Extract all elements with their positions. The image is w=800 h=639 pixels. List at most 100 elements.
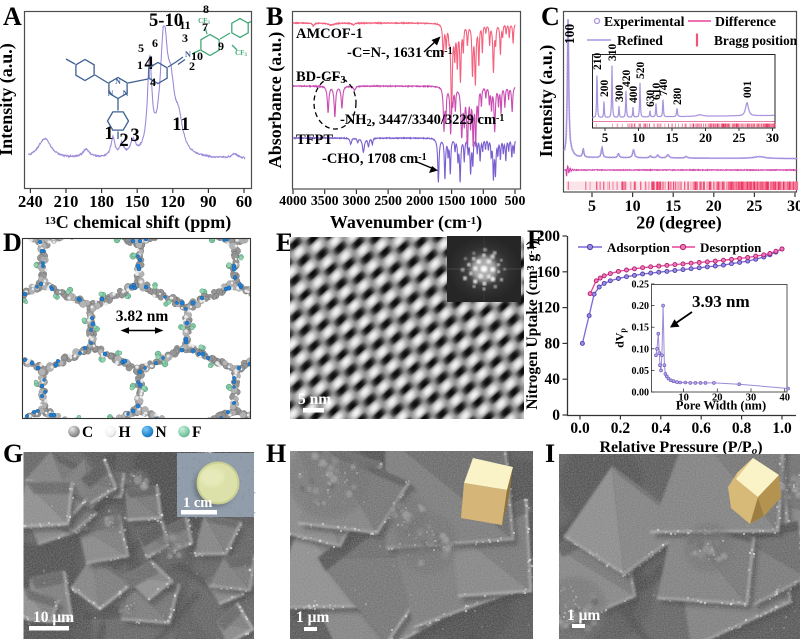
svg-text:90: 90 — [200, 192, 217, 211]
svg-text:H: H — [119, 424, 131, 441]
svg-text:F: F — [192, 424, 201, 441]
svg-text:630: 630 — [645, 90, 657, 108]
svg-text:-NH2, 3447/3340/3229 cm-1: -NH2, 3447/3340/3229 cm-1 — [340, 112, 504, 129]
svg-text:240: 240 — [18, 192, 43, 211]
svg-text:610: 610 — [651, 83, 663, 101]
svg-text:0.2: 0.2 — [611, 420, 631, 437]
svg-text:7: 7 — [202, 20, 208, 34]
svg-text:-CHO, 1708 cm-1: -CHO, 1708 cm-1 — [322, 151, 427, 167]
svg-text:dVp: dVp — [613, 328, 628, 348]
svg-text:0.10: 0.10 — [632, 344, 650, 355]
svg-text:0.00: 0.00 — [632, 388, 650, 399]
svg-text:N: N — [185, 49, 192, 59]
svg-text:40: 40 — [545, 371, 561, 388]
svg-text:3: 3 — [130, 126, 139, 146]
svg-text:200: 200 — [599, 80, 611, 98]
svg-text:2000: 2000 — [406, 193, 434, 208]
svg-text:2θ (degree): 2θ (degree) — [636, 213, 721, 234]
svg-text:Wavenumber (cm-1): Wavenumber (cm-1) — [330, 212, 482, 233]
svg-text:1 μm: 1 μm — [567, 607, 600, 624]
svg-text:280: 280 — [672, 88, 684, 106]
svg-text:420: 420 — [621, 70, 633, 88]
svg-text:Refined: Refined — [617, 33, 663, 48]
svg-text:G: G — [3, 439, 23, 468]
svg-text:210: 210 — [592, 53, 604, 71]
svg-text:400: 400 — [628, 86, 640, 104]
svg-text:11: 11 — [179, 18, 190, 32]
svg-text:CF3: CF3 — [198, 17, 210, 26]
svg-text:5: 5 — [588, 198, 596, 215]
svg-text:1: 1 — [104, 124, 113, 144]
svg-text:10: 10 — [678, 393, 689, 404]
svg-text:F: F — [527, 225, 543, 254]
svg-text:500: 500 — [505, 193, 526, 208]
svg-text:1500: 1500 — [438, 193, 466, 208]
svg-text:0.05: 0.05 — [632, 366, 650, 377]
svg-text:200: 200 — [537, 228, 561, 245]
svg-text:0.15: 0.15 — [632, 323, 650, 334]
svg-text:3: 3 — [182, 31, 188, 45]
svg-text:0.8: 0.8 — [732, 420, 752, 437]
svg-text:I: I — [545, 439, 555, 468]
svg-text:1000: 1000 — [469, 193, 497, 208]
svg-text:40: 40 — [779, 393, 790, 404]
svg-text:8: 8 — [203, 2, 209, 16]
svg-text:520: 520 — [635, 62, 647, 80]
svg-text:10 μm: 10 μm — [33, 609, 74, 626]
svg-text:4: 4 — [150, 75, 156, 89]
svg-text:5: 5 — [602, 130, 609, 145]
svg-text:0.25: 0.25 — [632, 280, 650, 291]
svg-text:1 cm: 1 cm — [183, 495, 212, 511]
svg-text:13C chemical shift (ppm): 13C chemical shift (ppm) — [45, 212, 231, 233]
svg-text:D: D — [3, 228, 22, 257]
svg-text:30: 30 — [746, 393, 757, 404]
svg-text:C: C — [82, 424, 93, 441]
svg-text:TFPT: TFPT — [296, 132, 333, 148]
svg-text:0.4: 0.4 — [651, 420, 671, 437]
svg-text:A: A — [3, 2, 22, 31]
svg-text:B: B — [266, 2, 283, 31]
svg-text:C: C — [541, 2, 560, 31]
svg-text:1.0: 1.0 — [772, 420, 792, 437]
svg-text:180: 180 — [89, 192, 114, 211]
svg-text:3.93 nm: 3.93 nm — [692, 292, 750, 311]
svg-text:210: 210 — [54, 192, 79, 211]
svg-text:300: 300 — [614, 85, 626, 103]
svg-text:4000: 4000 — [279, 193, 307, 208]
svg-text:25: 25 — [733, 130, 747, 145]
svg-text:0.6: 0.6 — [692, 420, 712, 437]
svg-text:310: 310 — [607, 44, 619, 62]
svg-text:150: 150 — [125, 192, 150, 211]
svg-text:0.20: 0.20 — [632, 301, 650, 312]
svg-text:3.82 nm: 3.82 nm — [116, 308, 169, 325]
svg-text:Difference: Difference — [715, 14, 776, 29]
svg-text:Absorbance (a.u.): Absorbance (a.u.) — [265, 32, 286, 169]
svg-text:160: 160 — [537, 264, 561, 281]
svg-text:N: N — [156, 424, 167, 441]
svg-text:5 nm: 5 nm — [298, 391, 331, 408]
svg-text:120: 120 — [537, 300, 561, 317]
svg-text:Intensity (a.u.): Intensity (a.u.) — [536, 45, 557, 158]
svg-text:9: 9 — [218, 39, 224, 53]
svg-text:6: 6 — [152, 36, 158, 50]
svg-text:N: N — [123, 89, 129, 98]
svg-text:-C=N-, 1631 cm-1: -C=N-, 1631 cm-1 — [347, 45, 453, 61]
svg-text:10: 10 — [625, 198, 641, 215]
svg-text:11: 11 — [172, 115, 189, 135]
svg-text:60: 60 — [236, 192, 253, 211]
svg-text:001: 001 — [742, 81, 754, 99]
svg-text:Experimental: Experimental — [604, 14, 685, 29]
svg-text:0.0: 0.0 — [570, 420, 590, 437]
svg-text:N: N — [115, 77, 121, 86]
svg-text:0: 0 — [552, 407, 560, 424]
svg-text:2: 2 — [119, 131, 128, 151]
svg-text:Desorption: Desorption — [700, 240, 762, 255]
svg-text:25: 25 — [746, 198, 762, 215]
svg-text:100: 100 — [562, 24, 577, 45]
svg-text:Nitrogen Uptake (cm3 g-1): Nitrogen Uptake (cm3 g-1) — [524, 240, 541, 409]
svg-text:BD-CF3: BD-CF3 — [296, 69, 346, 86]
svg-text:30: 30 — [766, 130, 779, 145]
svg-text:10: 10 — [632, 130, 645, 145]
svg-text:20: 20 — [712, 393, 723, 404]
svg-text:20: 20 — [706, 198, 722, 215]
